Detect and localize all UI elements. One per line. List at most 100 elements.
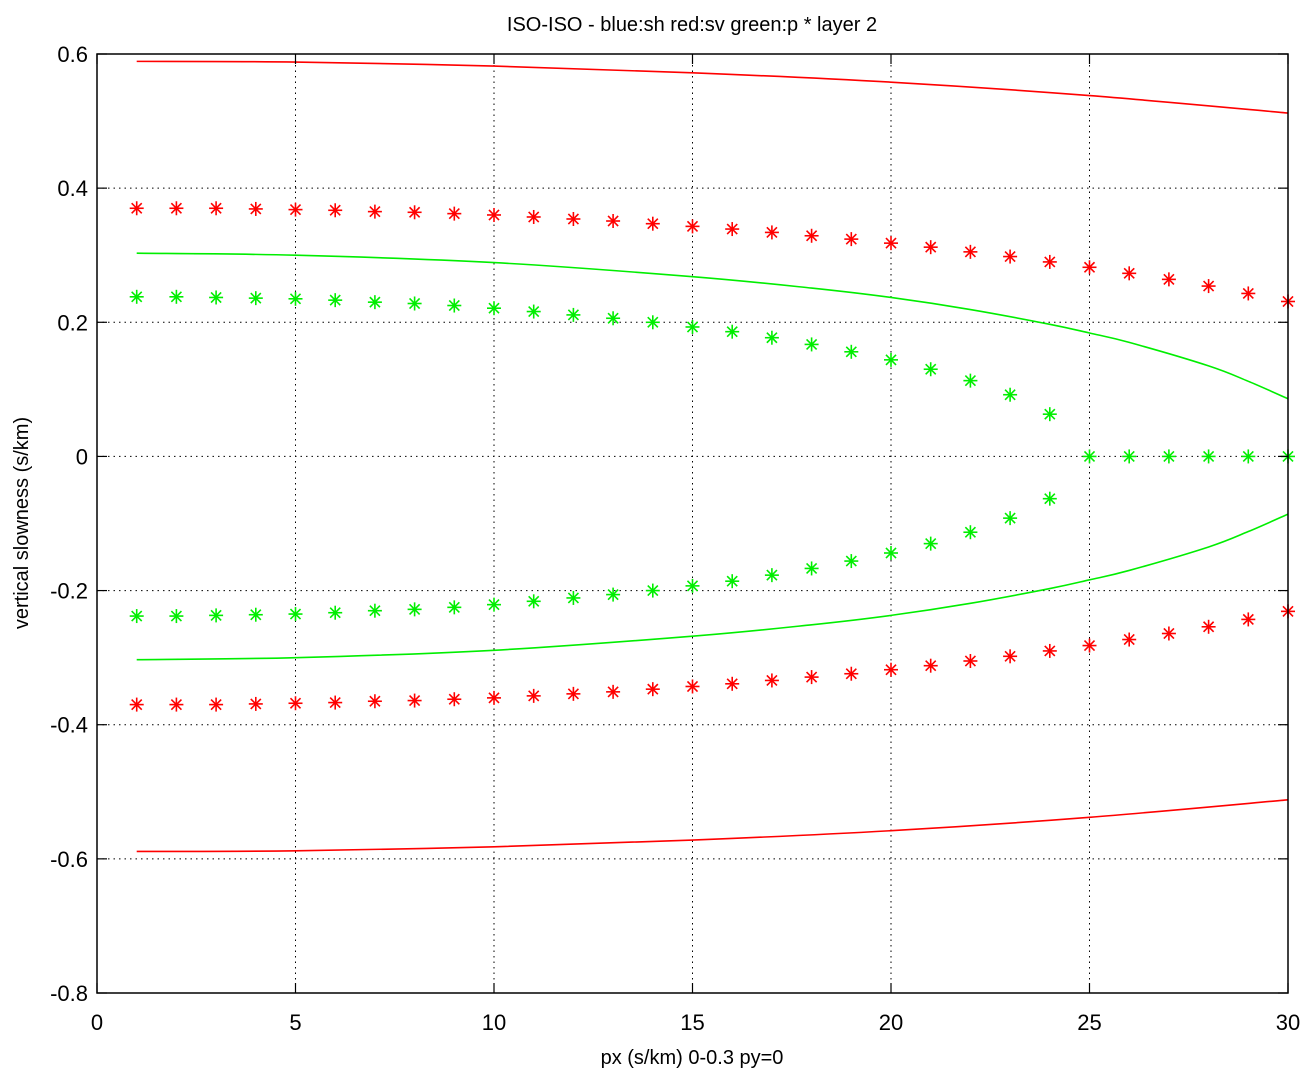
y-tick-label: 0.2: [57, 310, 88, 335]
data-point: [923, 536, 938, 551]
data-point: [447, 298, 462, 313]
data-point: [407, 693, 422, 708]
data-point: [764, 673, 779, 688]
data-point: [606, 214, 621, 229]
data-point: [923, 240, 938, 255]
data-point: [566, 590, 581, 605]
x-tick-label: 25: [1077, 1010, 1101, 1035]
data-point: [1003, 511, 1018, 526]
data-point: [169, 201, 184, 216]
y-tick-label: -0.8: [50, 981, 88, 1006]
data-point: [169, 609, 184, 624]
data-point: [1042, 491, 1057, 506]
data-point: [1042, 407, 1057, 422]
y-tick-label: 0.4: [57, 176, 88, 201]
data-point: [566, 686, 581, 701]
data-point: [606, 684, 621, 699]
data-point: [1003, 649, 1018, 664]
data-point: [1003, 249, 1018, 264]
series-markers: [129, 289, 1295, 464]
data-point: [407, 205, 422, 220]
series-line: [136, 513, 1289, 661]
y-tick-label: -0.2: [50, 579, 88, 604]
data-point: [1161, 272, 1176, 287]
data-point: [367, 694, 382, 709]
data-point: [367, 603, 382, 618]
series-line: [136, 252, 1289, 400]
data-point: [328, 203, 343, 218]
data-point: [1161, 449, 1176, 464]
data-point: [884, 236, 898, 251]
data-point: [725, 676, 740, 691]
data-point: [963, 525, 978, 540]
data-point: [844, 232, 859, 247]
data-point: [645, 315, 660, 330]
y-tick-label: 0: [76, 444, 88, 469]
data-point: [129, 201, 144, 216]
data-point: [1201, 279, 1216, 294]
series-line: [136, 799, 1289, 853]
data-point: [1161, 626, 1176, 641]
series-group: [129, 60, 1295, 853]
data-point: [407, 602, 422, 617]
data-point: [1241, 286, 1256, 301]
data-point: [804, 228, 819, 243]
data-point: [725, 574, 740, 589]
data-point: [526, 304, 541, 319]
data-point: [804, 561, 819, 576]
data-point: [248, 696, 263, 711]
data-point: [804, 337, 819, 352]
data-point: [1122, 266, 1137, 281]
data-point: [288, 607, 303, 622]
data-point: [566, 211, 581, 226]
data-point: [288, 202, 303, 217]
x-tick-label: 10: [482, 1010, 506, 1035]
data-point: [685, 578, 700, 593]
data-point: [764, 568, 779, 583]
y-tick-label: -0.4: [50, 713, 88, 738]
data-point: [328, 605, 343, 620]
data-point: [1201, 619, 1216, 634]
y-tick-label: -0.6: [50, 847, 88, 872]
data-point: [487, 301, 501, 316]
x-axis-label: px (s/km) 0-0.3 py=0: [601, 1047, 784, 1069]
series-line: [136, 60, 1289, 114]
data-point: [844, 666, 859, 681]
data-point: [844, 554, 859, 569]
data-point: [129, 289, 144, 304]
data-point: [645, 682, 660, 697]
y-axis-label: vertical slowness (s/km): [11, 417, 33, 629]
data-point: [884, 352, 898, 367]
data-point: [606, 587, 621, 602]
series-line: [136, 60, 1289, 114]
y-tick-label: 0.6: [57, 42, 88, 67]
data-point: [1241, 612, 1256, 627]
data-point: [129, 609, 144, 624]
data-point: [487, 690, 501, 705]
data-point: [169, 289, 184, 304]
data-point: [248, 201, 263, 216]
data-point: [328, 695, 343, 710]
data-point: [884, 662, 898, 677]
data-point: [209, 697, 224, 712]
data-point: [923, 362, 938, 377]
data-point: [566, 307, 581, 322]
series-markers: [129, 491, 1057, 624]
data-point: [1082, 449, 1097, 464]
data-point: [606, 311, 621, 326]
data-point: [367, 204, 382, 219]
data-point: [1082, 638, 1097, 653]
data-point: [526, 209, 541, 224]
data-point: [764, 225, 779, 240]
data-point: [685, 679, 700, 694]
data-point: [1122, 449, 1137, 464]
data-point: [129, 697, 144, 712]
data-point: [169, 697, 184, 712]
data-point: [407, 296, 422, 311]
data-point: [328, 293, 343, 308]
data-point: [1042, 254, 1057, 269]
data-point: [487, 207, 501, 222]
data-point: [963, 244, 978, 259]
data-point: [645, 583, 660, 598]
grid: [97, 54, 1288, 993]
